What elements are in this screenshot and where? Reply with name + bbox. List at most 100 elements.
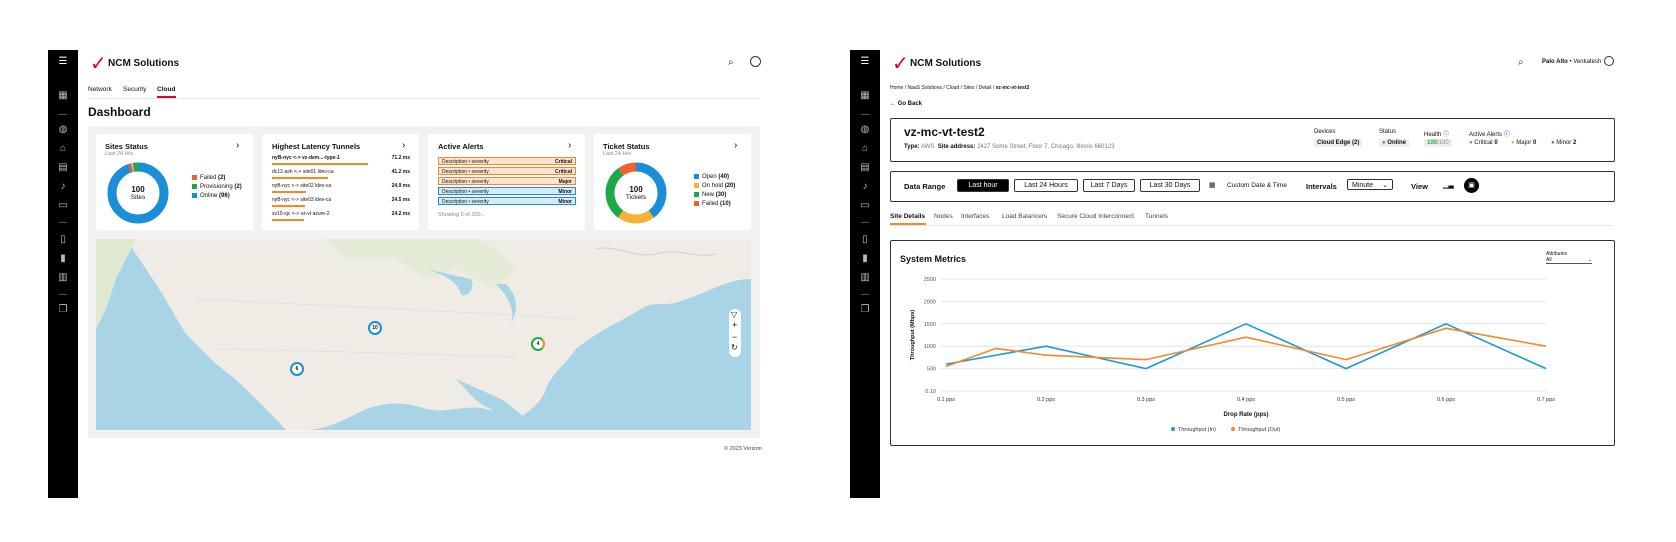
- image-view-icon[interactable]: ▣: [1464, 178, 1479, 193]
- copyright: © 2023 Verizon: [724, 446, 762, 452]
- tab-tunnels[interactable]: Tunnels: [1145, 213, 1168, 220]
- latency-card[interactable]: Highest Latency Tunnels › nyB-nyc <-> vz…: [262, 134, 419, 230]
- range-last-24-hours[interactable]: Last 24 Hours: [1014, 179, 1078, 192]
- tunnel-row[interactable]: nyB-nyc <-> site02 ldev-ca 24.9 ms: [272, 183, 410, 193]
- clipboard-icon[interactable]: ▮: [60, 253, 66, 264]
- chart-view-icon[interactable]: ▁▃: [1443, 182, 1454, 189]
- sidebar-divider: [861, 114, 869, 115]
- bell-icon[interactable]: ♪: [862, 181, 868, 192]
- status-value: ● Online: [1379, 139, 1409, 147]
- menu-icon[interactable]: ☰: [58, 56, 68, 67]
- x-axis-label: Drop Rate (pps): [1224, 412, 1269, 418]
- metrics-title: System Metrics: [900, 254, 967, 264]
- alert-row[interactable]: Description • severity Minor: [438, 197, 576, 205]
- copy-icon[interactable]: ❐: [860, 304, 870, 315]
- go-back-link[interactable]: ← Go Back: [890, 101, 923, 107]
- interval-select[interactable]: Minute ⌄: [1347, 179, 1393, 190]
- y-axis-label: Throughput (Mbps): [910, 310, 916, 361]
- right-screen: ☰ ▦ ◍ ⌂ ▤ ♪ ▭ ▯ ▮ ▥ ❐ ✓ NCM Solutions ⌕ …: [850, 50, 1615, 498]
- dashboard-icon[interactable]: ▦: [58, 90, 68, 101]
- legend-label: Throughput (In): [1178, 427, 1216, 433]
- tab-secure-cloud-interconnect[interactable]: Secure Cloud Interconnect: [1057, 213, 1134, 220]
- map-marker[interactable]: 6: [290, 362, 304, 376]
- sidebar-divider: [59, 222, 67, 223]
- user-menu[interactable]: Palo Alto • Venkatesh: [1542, 59, 1602, 65]
- legend-marker: [1231, 427, 1235, 431]
- tab-cloud[interactable]: Cloud: [157, 86, 176, 93]
- devices-icon[interactable]: ▤: [860, 162, 870, 173]
- calendar-icon[interactable]: ▦: [1209, 182, 1216, 189]
- report-icon[interactable]: ▥: [58, 272, 68, 283]
- zoom-in-icon[interactable]: +: [732, 320, 738, 330]
- tunnel-row[interactable]: nyB-nyc <-> site03 ldev-ca 24.5 ms: [272, 197, 410, 207]
- left-screen: ☰ ▦ ◍ ⌂ ▤ ♪ ▭ ▯ ▮ ▥ ❐ ✓ NCM Solutions ⌕ …: [48, 50, 813, 498]
- reset-icon[interactable]: ↻: [731, 343, 738, 352]
- ticket-icon[interactable]: ▭: [58, 200, 68, 211]
- legend-label: Throughput (Out): [1238, 427, 1280, 433]
- site-summary-card: vz-mc-vt-test2 Type: AWS Site address: 2…: [890, 118, 1615, 162]
- map-marker[interactable]: 10: [368, 321, 382, 335]
- document-icon[interactable]: ▯: [60, 234, 66, 245]
- document-icon[interactable]: ▯: [862, 234, 868, 245]
- active-alerts-card[interactable]: Active Alerts › Description • severity Cr…: [428, 134, 585, 230]
- tab-network[interactable]: Network: [88, 86, 112, 93]
- custom-date-button[interactable]: Custom Date & Time: [1227, 182, 1287, 189]
- alerts-footer: Showing 5 of 200...: [438, 212, 486, 218]
- alert-row[interactable]: Description • severity Critical: [438, 167, 576, 175]
- chevron-right-icon[interactable]: ›: [236, 140, 240, 151]
- devices-icon[interactable]: ▤: [58, 162, 68, 173]
- range-last-7-days[interactable]: Last 7 Days: [1083, 179, 1135, 192]
- zoom-out-icon[interactable]: −: [732, 332, 738, 342]
- alert-row[interactable]: Description • severity Minor: [438, 187, 576, 195]
- date-range-label: Data Range: [904, 182, 946, 191]
- sites-map[interactable]: 10 6 4 ▽ + − ↻: [96, 239, 751, 430]
- tab-site-details[interactable]: Site Details: [890, 213, 926, 220]
- tab-security[interactable]: Security: [123, 86, 147, 93]
- chevron-right-icon[interactable]: ›: [568, 140, 572, 151]
- menu-icon[interactable]: ☰: [860, 56, 870, 67]
- copy-icon[interactable]: ❐: [58, 304, 68, 315]
- filter-icon[interactable]: ▽: [731, 310, 738, 319]
- card-title: Highest Latency Tunnels: [272, 142, 361, 151]
- search-icon[interactable]: ⌕: [1518, 57, 1524, 68]
- chevron-right-icon[interactable]: ›: [402, 140, 406, 151]
- legend-item: On hold (20): [694, 183, 735, 189]
- ticket-status-card[interactable]: Ticket Status Last 24 Hrs › 100 Tickets …: [594, 134, 751, 230]
- card-subtitle: Last 24 Hrs: [603, 151, 632, 157]
- home-icon[interactable]: ⌂: [59, 143, 67, 154]
- clipboard-icon[interactable]: ▮: [862, 253, 868, 264]
- y-tick-label: 1500: [924, 322, 936, 328]
- tab-interfaces[interactable]: Interfaces: [961, 213, 990, 220]
- tickets-donut: [605, 162, 667, 224]
- home-icon[interactable]: ⌂: [861, 143, 869, 154]
- map-marker[interactable]: 4: [531, 337, 545, 351]
- x-tick-label: 0.2 pps: [1037, 397, 1055, 403]
- user-icon[interactable]: [1604, 56, 1614, 66]
- range-last-hour[interactable]: Last hour: [957, 179, 1009, 192]
- range-last-30-days[interactable]: Last 30 Days: [1140, 179, 1200, 192]
- dashboard-icon[interactable]: ▦: [860, 90, 870, 101]
- alert-row[interactable]: Description • severity Critical: [438, 157, 576, 165]
- sites-status-card[interactable]: Sites Status Last 24 Hrs › 100 Sites Fai…: [96, 134, 253, 230]
- shield-icon[interactable]: ◍: [860, 124, 870, 135]
- user-icon[interactable]: [750, 56, 761, 67]
- card-title: Active Alerts: [438, 142, 484, 151]
- x-tick-label: 0.6 pps: [1437, 397, 1455, 403]
- bell-icon[interactable]: ♪: [60, 181, 66, 192]
- attribute-select[interactable]: Attributes All ⌄: [1546, 251, 1592, 264]
- tunnel-row[interactable]: dc12-ash <-> site01 ldev-ca 41.2 ms: [272, 169, 410, 179]
- alert-row[interactable]: Description • severity Major: [438, 177, 576, 185]
- tunnel-row[interactable]: nyB-nyc <-> vz-dem...-type-1 71.2 ms: [272, 155, 410, 165]
- devices-value[interactable]: Cloud Edge (2): [1314, 139, 1363, 147]
- report-icon[interactable]: ▥: [860, 272, 870, 283]
- tunnel-row[interactable]: sv10-sjc <-> vz-vt azure-2 24.2 ms: [272, 211, 410, 221]
- ticket-icon[interactable]: ▭: [860, 200, 870, 211]
- card-title: Sites Status: [105, 142, 148, 151]
- tab-load-balancers[interactable]: Load Balancers: [1002, 213, 1048, 220]
- filter-bar: Data Range Last hour Last 24 Hours Last …: [890, 171, 1615, 202]
- sidebar-divider: [861, 222, 869, 223]
- tab-nodes[interactable]: Nodes: [934, 213, 953, 220]
- search-icon[interactable]: ⌕: [728, 57, 734, 68]
- chevron-right-icon[interactable]: ›: [734, 140, 738, 151]
- shield-icon[interactable]: ◍: [58, 124, 68, 135]
